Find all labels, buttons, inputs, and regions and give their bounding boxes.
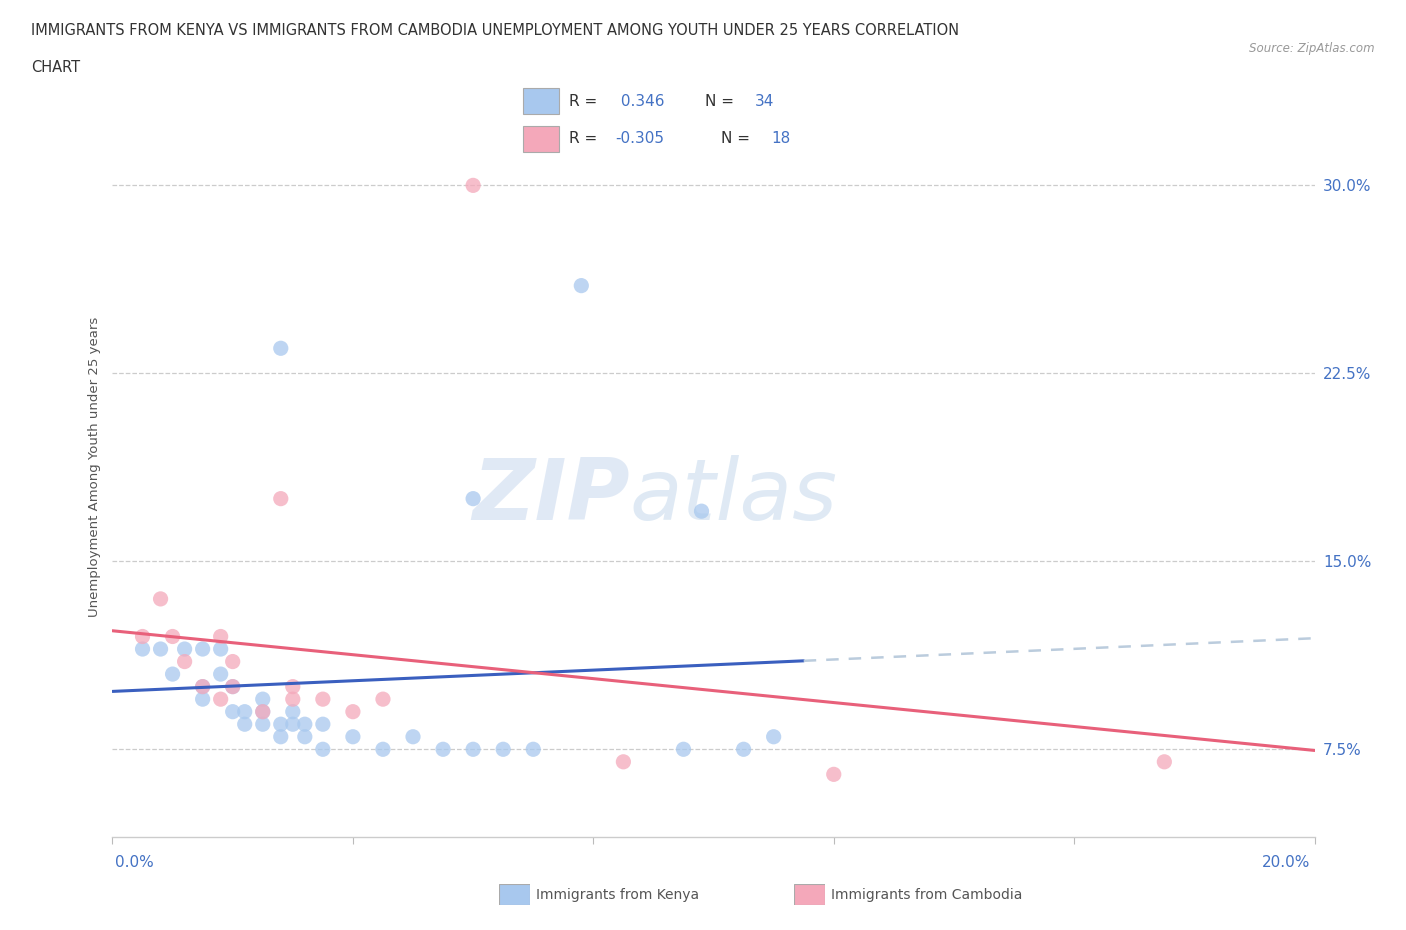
Point [762, 729, 785, 744]
Point [131, 642, 153, 657]
Point [270, 729, 292, 744]
Point [371, 742, 394, 757]
Point [294, 729, 316, 744]
Point [149, 591, 172, 606]
Point [191, 679, 214, 694]
Text: Source: ZipAtlas.com: Source: ZipAtlas.com [1250, 42, 1375, 55]
Point [690, 504, 713, 519]
Point [191, 642, 214, 657]
Point [233, 717, 256, 732]
Text: 34: 34 [755, 94, 773, 109]
Point [209, 667, 232, 682]
Text: 0.0%: 0.0% [115, 855, 155, 870]
Point [281, 679, 304, 694]
Point [270, 491, 292, 506]
Text: R =: R = [569, 94, 598, 109]
Point [281, 717, 304, 732]
Point [522, 742, 544, 757]
Point [149, 642, 172, 657]
Point [252, 704, 274, 719]
Point [191, 679, 214, 694]
Text: 18: 18 [770, 131, 790, 146]
Text: IMMIGRANTS FROM KENYA VS IMMIGRANTS FROM CAMBODIA UNEMPLOYMENT AMONG YOUTH UNDER: IMMIGRANTS FROM KENYA VS IMMIGRANTS FROM… [31, 23, 959, 38]
Point [342, 729, 364, 744]
Point [209, 642, 232, 657]
Point [461, 491, 484, 506]
Point [312, 717, 335, 732]
Point [222, 704, 245, 719]
Point [281, 692, 304, 707]
Point [131, 629, 153, 644]
Point [733, 742, 755, 757]
Point [461, 178, 484, 193]
Point [569, 278, 592, 293]
Y-axis label: Unemployment Among Youth under 25 years: Unemployment Among Youth under 25 years [89, 317, 101, 618]
Text: N =: N = [704, 94, 734, 109]
Point [281, 704, 304, 719]
Point [222, 654, 245, 669]
FancyBboxPatch shape [523, 126, 560, 152]
Text: -0.305: -0.305 [616, 131, 665, 146]
Text: R =: R = [569, 131, 598, 146]
Point [294, 717, 316, 732]
Point [612, 754, 634, 769]
Point [222, 679, 245, 694]
Point [209, 692, 232, 707]
Point [173, 654, 195, 669]
Text: 0.346: 0.346 [616, 94, 664, 109]
Point [252, 704, 274, 719]
Point [492, 742, 515, 757]
Point [222, 679, 245, 694]
Point [672, 742, 695, 757]
Point [270, 717, 292, 732]
Text: atlas: atlas [630, 456, 838, 538]
Point [461, 742, 484, 757]
Point [252, 717, 274, 732]
Point [233, 704, 256, 719]
Point [162, 629, 184, 644]
FancyBboxPatch shape [499, 884, 530, 905]
Text: N =: N = [721, 131, 751, 146]
Point [162, 667, 184, 682]
Point [209, 629, 232, 644]
Text: Immigrants from Cambodia: Immigrants from Cambodia [831, 887, 1022, 902]
Point [191, 692, 214, 707]
FancyBboxPatch shape [523, 88, 560, 114]
Point [823, 767, 845, 782]
Point [371, 692, 394, 707]
Point [432, 742, 454, 757]
Text: 20.0%: 20.0% [1263, 855, 1310, 870]
Point [252, 692, 274, 707]
Point [1153, 754, 1175, 769]
Point [270, 340, 292, 355]
Point [173, 642, 195, 657]
Point [312, 742, 335, 757]
Point [402, 729, 425, 744]
Point [342, 704, 364, 719]
Text: CHART: CHART [31, 60, 80, 75]
Point [312, 692, 335, 707]
Text: ZIP: ZIP [472, 456, 630, 538]
FancyBboxPatch shape [794, 884, 825, 905]
Text: Immigrants from Kenya: Immigrants from Kenya [536, 887, 699, 902]
